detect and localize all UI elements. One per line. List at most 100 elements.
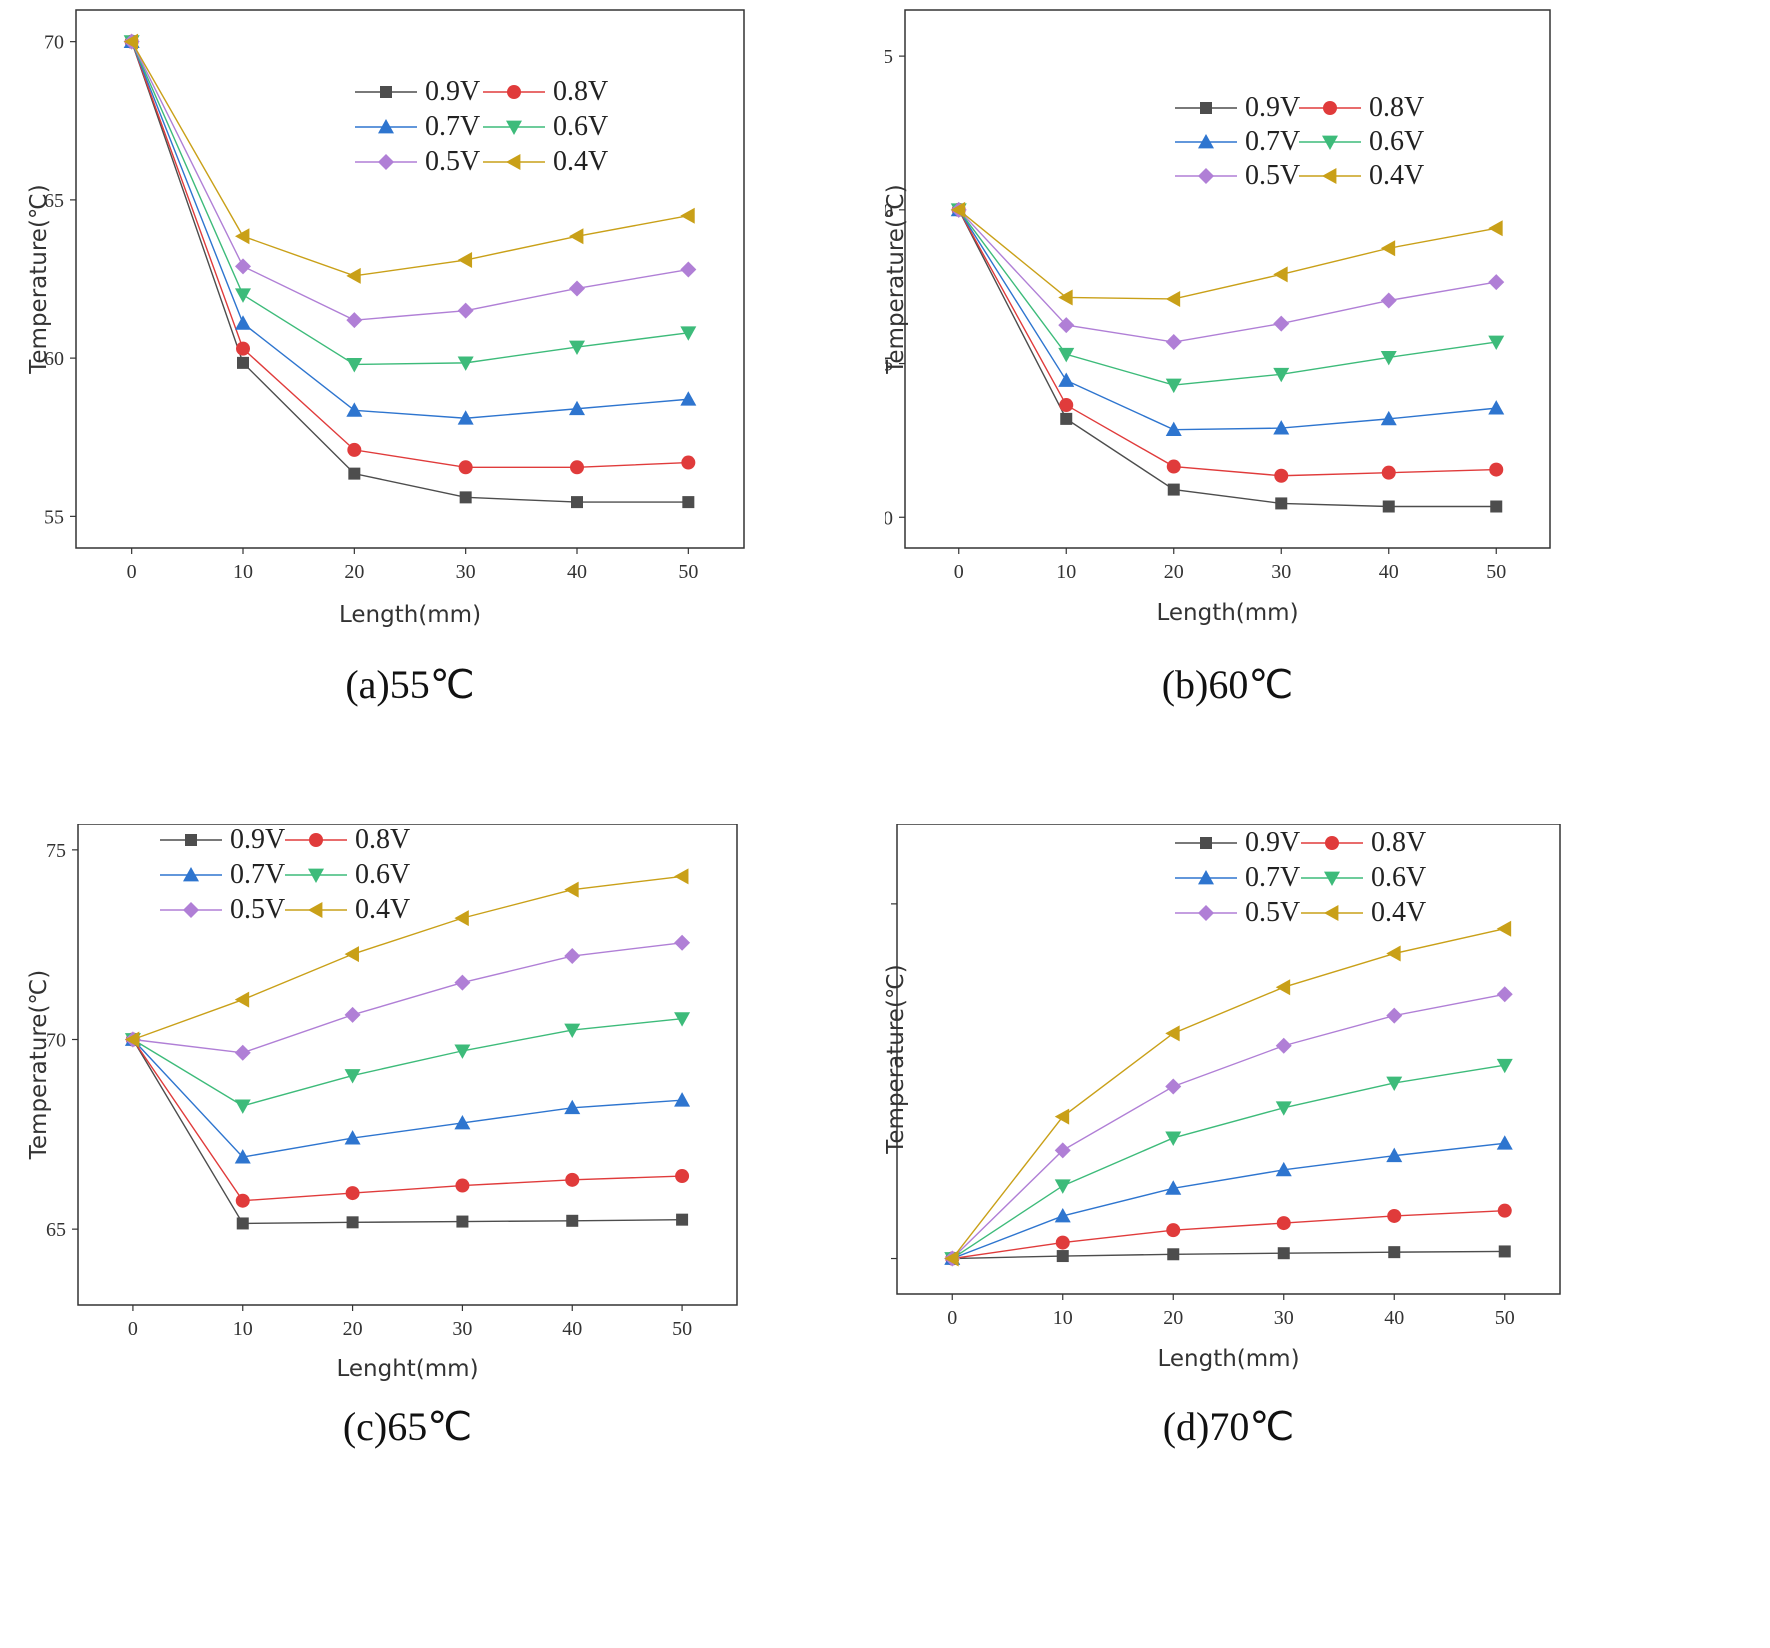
legend-marker [309,833,323,847]
panel-caption: (a)55℃ [345,662,474,707]
data-point [564,881,579,898]
data-point [347,442,362,457]
series-line [131,41,689,366]
data-point [1496,1058,1513,1074]
data-point [346,1216,359,1229]
data-point [680,261,697,278]
series-line [958,209,1497,508]
legend-label: 0.7V [230,859,285,890]
data-point [1165,378,1182,394]
x-axis-label: Length(mm) [1156,600,1298,626]
series-06V [123,35,697,373]
data-point [681,455,696,470]
data-point [1275,497,1288,510]
series-line [951,1064,1505,1260]
data-point [1489,462,1504,477]
x-axis-label: Lenght(mm) [336,1356,478,1382]
data-point [457,252,473,269]
x-tick-label: 10 [233,561,253,583]
legend-marker [1200,837,1212,849]
series-05V [944,986,1513,1267]
data-point [1165,334,1182,351]
legend-label: 0.6V [1371,862,1426,893]
legend-label: 0.7V [425,111,480,142]
data-point [1054,1108,1070,1125]
series-04V [123,33,695,284]
legend-marker [1198,905,1214,921]
y-tick-label: 70 [46,1030,66,1052]
data-point [1380,350,1397,366]
x-tick-label: 40 [562,1318,582,1340]
series-09V [946,1245,1511,1265]
x-tick-label: 20 [1164,561,1184,583]
legend-label: 0.5V [1245,897,1300,928]
y-tick-label: 75 [885,46,893,68]
data-point [457,356,474,371]
data-point [235,228,250,245]
data-point [1388,1246,1401,1259]
legend-label: 0.7V [1245,126,1300,157]
y-axis-label: Temperature(℃) [885,184,909,374]
data-point [1488,335,1505,351]
series-line [132,942,683,1054]
legend-marker [183,902,199,918]
legend: 0.9V 0.8V 0.7V 0.6V 0.5V 0.4V [1175,92,1424,191]
legend-marker [1323,101,1337,115]
series-07V [950,201,1505,437]
data-point [456,1215,469,1228]
series-05V [123,33,697,329]
x-tick-label: 30 [452,1318,472,1340]
data-point [1055,1235,1070,1250]
x-tick-label: 0 [128,1318,138,1340]
data-point [1273,315,1290,332]
series-04V [950,201,1503,307]
data-point [235,1193,250,1208]
data-point [564,1023,581,1039]
data-point [569,400,585,416]
plot-frame [904,9,1551,549]
y-tick-label: 60 [44,348,64,370]
series-05V [124,934,691,1061]
chart-panel-a: 0 10 20 30 40 50 55 60 65 70 Length(mm) Temperature… [26,9,745,707]
series-07V [123,33,697,425]
series-line [952,1209,1505,1260]
series-08V [124,34,696,475]
data-point [458,460,473,475]
series-line [132,1039,683,1225]
series-line [958,209,1497,431]
data-point [235,288,251,303]
series-08V [125,1032,690,1208]
data-point [1380,240,1396,257]
data-point [1488,220,1503,237]
series-06V [124,1012,691,1114]
data-point [1488,400,1505,415]
series-07V [944,1135,1513,1265]
data-point [344,1130,361,1145]
data-point [1273,266,1288,283]
data-point [1165,290,1181,307]
data-point [674,934,691,951]
data-point [1498,1245,1511,1258]
data-point [1054,1142,1071,1159]
legend-marker [378,154,394,170]
series-line [951,928,1505,1259]
data-point [454,1114,471,1130]
series-04V [944,920,1512,1267]
series-line [958,209,1497,300]
legend-label: 0.5V [230,894,285,925]
x-tick-label: 20 [343,1318,363,1340]
data-point [234,1044,251,1061]
data-point [680,207,695,224]
series-line [131,41,689,321]
legend-label: 0.9V [425,76,480,107]
data-point [680,326,697,341]
data-point [674,868,689,885]
data-point [1386,1147,1403,1163]
data-point [1277,1247,1290,1260]
series-line [132,1017,683,1107]
legend-marker [506,154,521,170]
series-line [132,1039,683,1158]
legend-marker [506,120,522,135]
data-point [1273,367,1290,383]
y-tick-label: 65 [46,1219,66,1241]
